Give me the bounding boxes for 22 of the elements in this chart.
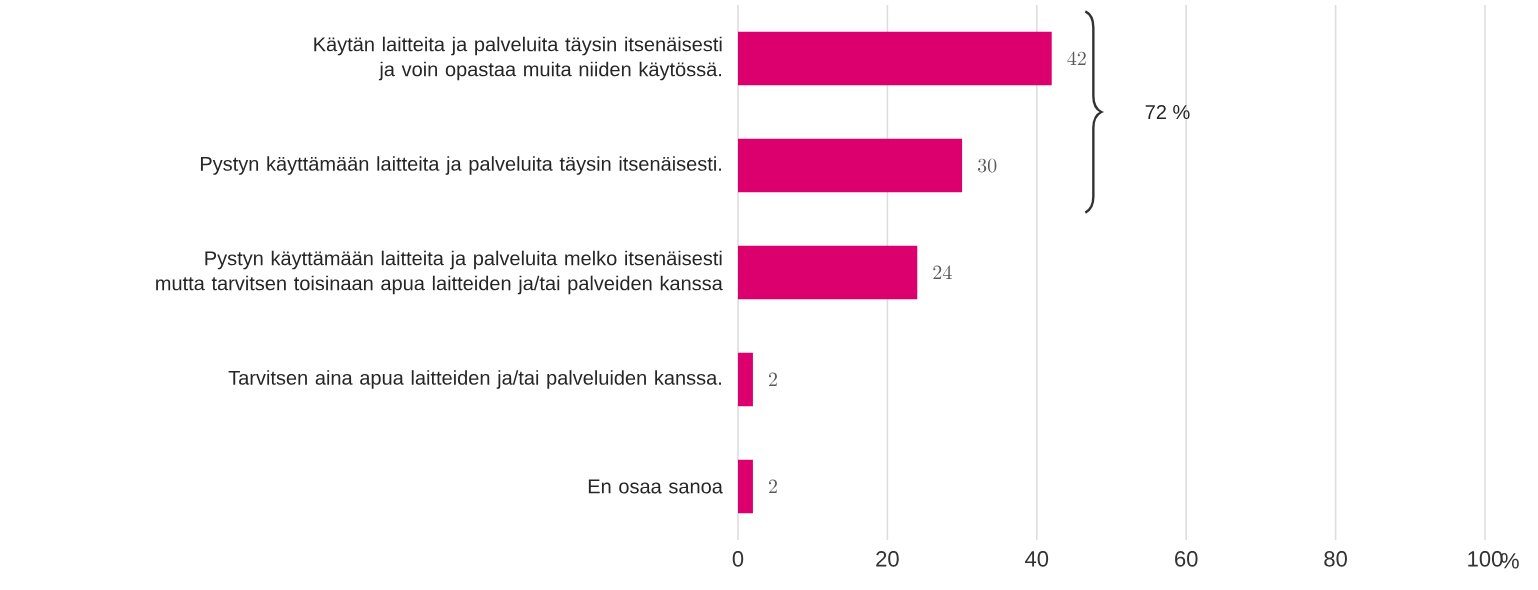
bar: [737, 245, 918, 300]
bar: [737, 459, 753, 514]
bar: [737, 352, 753, 407]
x-tick-label: 80: [1324, 551, 1347, 567]
x-tick-label: 40: [1025, 551, 1049, 567]
y-tick-label: Pystyn käyttämään laitteita ja palveluita melko itsenäisesti mutta tarvitsen toisinaan apua laitteiden ja/tai palveiden kanssa: [156, 250, 723, 295]
y-tick-label: En osaa sanoa: [588, 479, 723, 494]
bar: [737, 138, 963, 193]
y-tick-label: Tarvitsen aina apua laitteiden ja/tai palveluiden kanssa.: [228, 370, 721, 389]
data-label: 42: [1067, 51, 1086, 65]
data-label: 30: [978, 158, 997, 173]
data-label: 2: [769, 479, 777, 493]
x-tick-label: 60: [1175, 551, 1198, 567]
annotation: 72 %: [1145, 104, 1190, 120]
y-tick-label: Pystyn käyttämään laitteita ja palveluita täysin itsenäisesti.: [200, 156, 721, 175]
y-tick-label: Käytän laitteita ja palveluita täysin itsenäisesti ja voin opastaa muita niiden käytössä.: [314, 36, 722, 81]
data-label: 24: [933, 265, 952, 279]
data-label: 2: [769, 372, 777, 386]
bar: [737, 31, 1052, 86]
x-tick-label: 0: [732, 551, 744, 567]
x-tick-label: 20: [876, 551, 899, 567]
x-tick-label: 100: [1468, 551, 1503, 567]
